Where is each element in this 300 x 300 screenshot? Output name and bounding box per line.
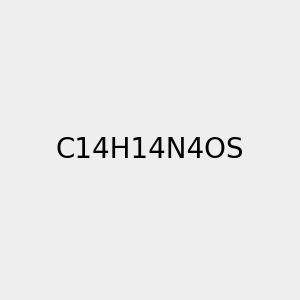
Text: C14H14N4OS: C14H14N4OS <box>56 136 244 164</box>
